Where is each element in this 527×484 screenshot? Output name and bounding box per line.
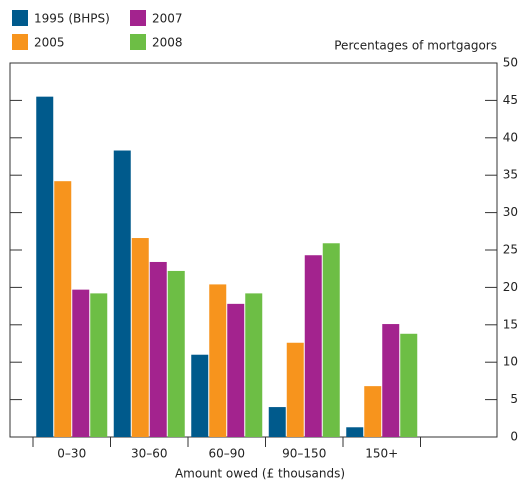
bar — [90, 293, 108, 437]
legend-label: 2007 — [152, 12, 183, 26]
bar — [36, 96, 54, 437]
x-tick-label: 0–30 — [57, 447, 86, 461]
y-tick-label: 20 — [503, 280, 518, 294]
y-tick-label: 35 — [503, 168, 518, 182]
bar — [191, 354, 209, 437]
x-tick-label: 150+ — [365, 447, 398, 461]
bar — [304, 255, 322, 437]
legend-swatch — [130, 10, 146, 26]
bar — [54, 181, 72, 437]
y-tick-label: 10 — [503, 355, 518, 369]
y-axis-label: Percentages of mortgagors — [334, 39, 497, 53]
legend-label: 2008 — [152, 36, 183, 50]
x-tick-label: 60–90 — [208, 447, 245, 461]
y-tick-label: 50 — [503, 56, 518, 70]
legend-swatch — [130, 34, 146, 50]
bar — [227, 303, 245, 437]
y-tick-label: 30 — [503, 205, 518, 219]
bar — [382, 324, 400, 437]
legend-swatch — [12, 10, 28, 26]
bar — [322, 243, 340, 437]
bar — [149, 261, 167, 437]
bar — [268, 407, 286, 437]
bar — [364, 386, 382, 437]
y-tick-label: 0 — [510, 430, 518, 444]
x-axis-label: Amount owed (£ thousands) — [175, 467, 345, 481]
bar — [346, 427, 364, 437]
y-tick-label: 5 — [510, 392, 518, 406]
bar — [245, 293, 263, 437]
bar — [400, 333, 418, 437]
bar — [167, 270, 185, 437]
legend-label: 1995 (BHPS) — [34, 12, 110, 26]
y-tick-label: 45 — [503, 93, 518, 107]
y-tick-label: 25 — [503, 243, 518, 257]
y-tick-label: 40 — [503, 130, 518, 144]
bar — [113, 150, 131, 438]
x-tick-label: 30–60 — [131, 447, 168, 461]
legend-label: 2005 — [34, 36, 65, 50]
bar — [131, 238, 149, 437]
bar — [286, 342, 304, 437]
legend-swatch — [12, 34, 28, 50]
bar — [209, 284, 227, 437]
bar — [72, 289, 90, 437]
y-tick-label: 15 — [503, 317, 518, 331]
x-tick-label: 90–150 — [282, 447, 326, 461]
